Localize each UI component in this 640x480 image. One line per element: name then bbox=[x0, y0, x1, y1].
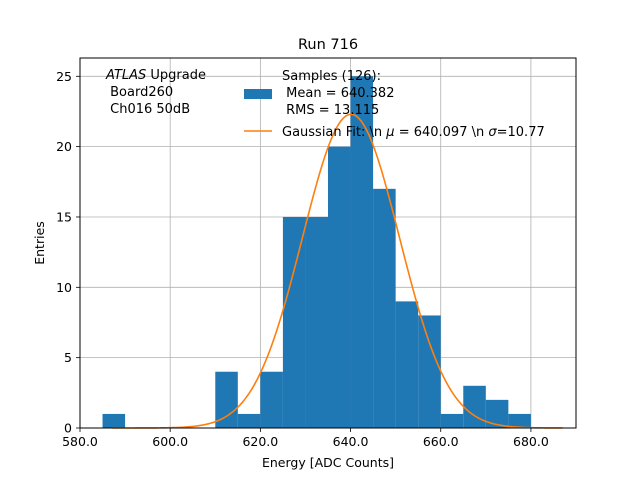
histogram-bars bbox=[102, 76, 531, 429]
histogram-bar bbox=[305, 216, 328, 428]
y-tick-label: 5 bbox=[64, 350, 72, 365]
annotation-line-3: Ch016 50dB bbox=[106, 102, 190, 117]
gaussian-fit-curve bbox=[111, 113, 563, 429]
atlas-annotation: ATLAS Upgrade Board260 Ch016 50dB bbox=[105, 68, 206, 117]
annotation-atlas: ATLAS bbox=[105, 68, 146, 83]
x-tick-label: 620.0 bbox=[242, 434, 278, 449]
histogram-bar bbox=[485, 399, 509, 428]
annotation-line-2: Board260 bbox=[106, 85, 173, 100]
histogram-bar bbox=[395, 301, 419, 428]
plot-frame bbox=[79, 57, 577, 429]
histogram-bar bbox=[350, 76, 374, 428]
x-tick-label: 640.0 bbox=[333, 434, 369, 449]
x-tick-label: 580.0 bbox=[62, 434, 98, 449]
y-tick-label: 0 bbox=[64, 421, 72, 436]
x-axis-label: Energy [ADC Counts] bbox=[262, 455, 394, 470]
histogram-bar bbox=[328, 146, 351, 429]
histogram-bar bbox=[508, 413, 531, 428]
legend-hist-line-2: Mean = 640.382 bbox=[282, 86, 394, 101]
y-axis-label: Entries bbox=[32, 221, 47, 265]
x-tick-label: 660.0 bbox=[423, 434, 459, 449]
y-tick-label: 25 bbox=[56, 69, 72, 84]
axes-ticks: 580.0 600.0 620.0 640.0 660.0 680.0 0 5 10 15 20 25 bbox=[56, 69, 549, 449]
histogram-bar bbox=[215, 371, 238, 428]
annotation-line-1: ATLAS Upgrade bbox=[105, 68, 206, 83]
legend-fit-label: Gaussian Fit: \n μ = 640.097 \n σ=10.77 bbox=[282, 125, 545, 140]
legend-fit-prefix: Gaussian Fit: \n bbox=[282, 125, 386, 140]
chart-title: Run 716 bbox=[298, 37, 358, 53]
legend-fit-mu: μ bbox=[385, 125, 394, 140]
histogram-bar bbox=[373, 188, 396, 428]
x-tick-label: 600.0 bbox=[152, 434, 188, 449]
histogram-bar bbox=[282, 216, 306, 428]
y-tick-label: 10 bbox=[56, 280, 72, 295]
legend: Samples (126): Mean = 640.382 RMS = 13.1… bbox=[244, 69, 545, 140]
histogram-bar bbox=[260, 371, 283, 428]
y-tick-label: 20 bbox=[56, 139, 72, 154]
histogram-bar bbox=[418, 315, 441, 428]
y-tick-label: 15 bbox=[56, 209, 72, 224]
legend-hist-swatch bbox=[244, 89, 272, 99]
legend-fit-suffix: =10.77 bbox=[497, 125, 545, 140]
histogram-bar bbox=[102, 413, 126, 428]
histogram-bar bbox=[237, 413, 261, 428]
legend-hist-line-1: Samples (126): bbox=[282, 69, 381, 84]
histogram-bar bbox=[440, 413, 464, 428]
histogram-bar bbox=[463, 385, 486, 428]
legend-fit-sigma: σ bbox=[488, 125, 497, 140]
annotation-upgrade: Upgrade bbox=[146, 68, 206, 83]
x-tick-label: 680.0 bbox=[513, 434, 549, 449]
legend-hist-line-3: RMS = 13.115 bbox=[282, 103, 379, 118]
legend-fit-mid: = 640.097 \n bbox=[395, 125, 489, 140]
